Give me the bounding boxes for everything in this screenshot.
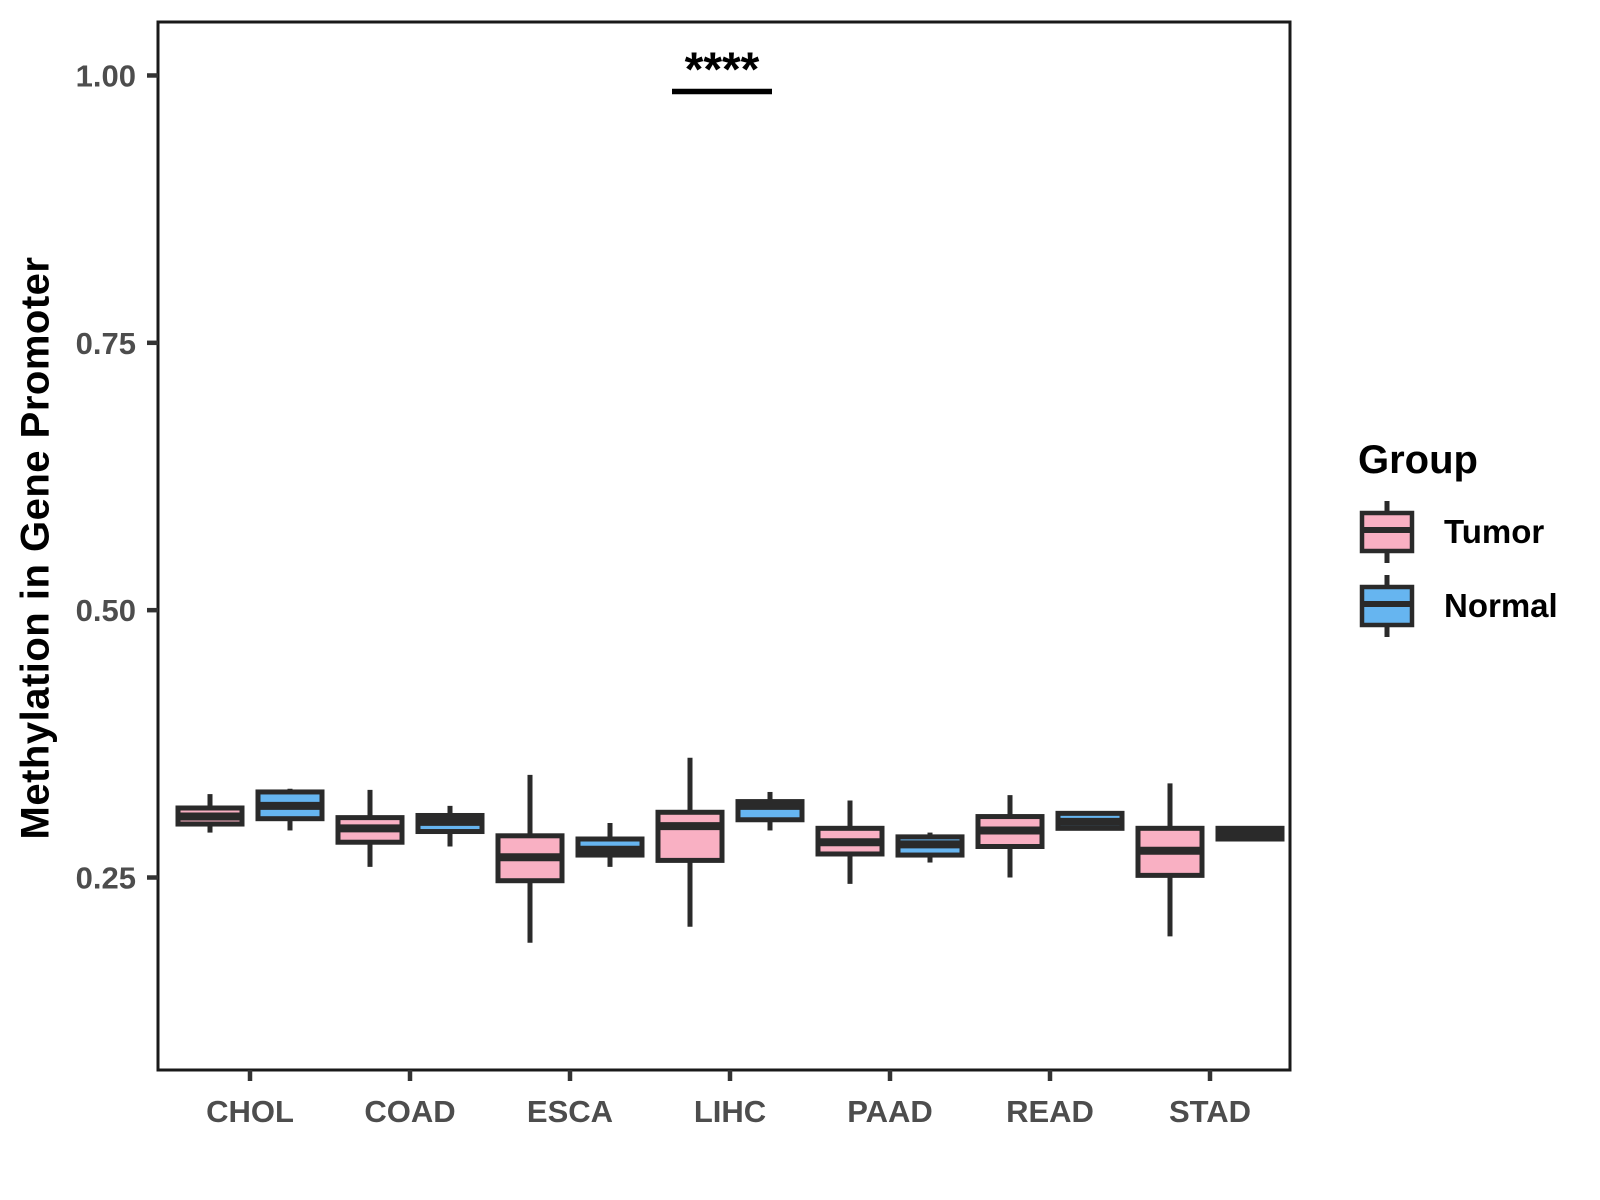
y-tick-label-0.50: 0.50 (76, 593, 136, 628)
x-tick-label-LIHC: LIHC (694, 1094, 766, 1129)
box-LIHC-Tumor (655, 809, 725, 863)
panel-border (156, 20, 1292, 1072)
x-tick-label-CHOL: CHOL (206, 1094, 294, 1129)
y-tick-label-0.75: 0.75 (76, 326, 136, 361)
legend-item-tumor: Tumor (1356, 499, 1586, 565)
x-tick-label-ESCA: ESCA (527, 1094, 613, 1129)
x-tick-label-PAAD: PAAD (847, 1094, 933, 1129)
x-tick-label-STAD: STAD (1169, 1094, 1251, 1129)
legend-item-label: Tumor (1444, 513, 1545, 550)
x-tick-label-COAD: COAD (364, 1094, 455, 1129)
y-tick-label-1.00: 1.00 (76, 58, 136, 93)
legend-item-label: Normal (1444, 587, 1558, 624)
normal-boxplot-glyph (1359, 575, 1415, 637)
significance-stars: **** (685, 44, 760, 97)
y-axis-title: Methylation in Gene Promoter (13, 256, 58, 840)
legend-title: Group (1358, 438, 1478, 482)
x-tick-label-READ: READ (1006, 1094, 1094, 1129)
y-tick-label-0.25: 0.25 (76, 861, 136, 896)
tumor-boxplot-glyph (1359, 501, 1415, 563)
legend-item-normal: Normal (1356, 573, 1586, 639)
legend: Group Tumor Normal (1356, 438, 1586, 647)
